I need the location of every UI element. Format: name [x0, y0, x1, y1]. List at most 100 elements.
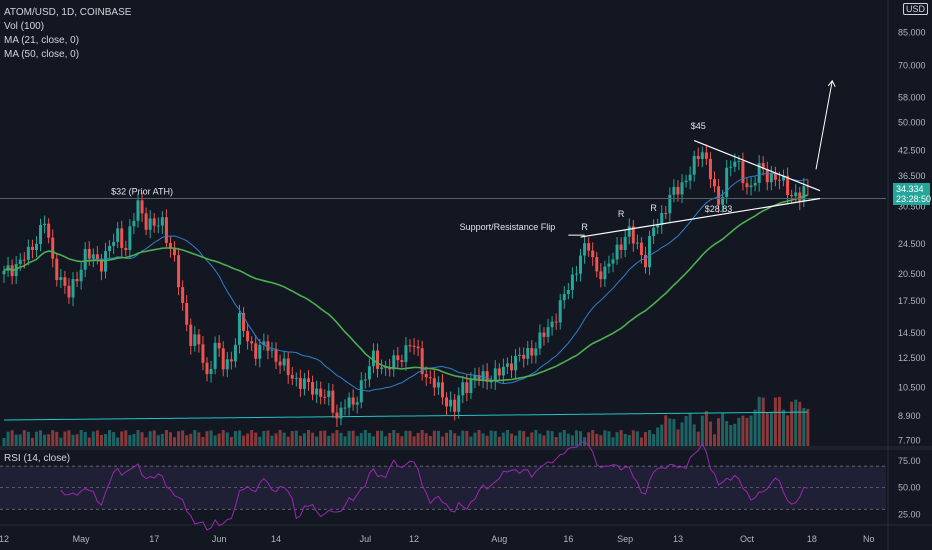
volume-legend[interactable]: Vol (100): [4, 21, 45, 32]
candle-body: [643, 255, 647, 268]
candle-body: [745, 183, 749, 188]
volume-bar: [120, 431, 124, 446]
time-axis-tick: Oct: [740, 534, 755, 544]
candle-body: [294, 377, 298, 379]
candle-body: [355, 402, 359, 405]
symbol-title[interactable]: ATOM/USD, 1D, COINBASE: [4, 7, 132, 18]
candle-body: [22, 259, 26, 261]
candle-body: [704, 152, 708, 159]
volume-bar: [189, 433, 193, 446]
candle-body: [522, 354, 526, 359]
candle-body: [384, 367, 388, 369]
candle-body: [2, 270, 6, 275]
volume-bar: [733, 423, 737, 446]
volume-bar: [717, 418, 721, 446]
rsi-legend[interactable]: RSI (14, close): [4, 453, 71, 464]
candle-body: [558, 300, 562, 323]
candle-body: [773, 173, 777, 180]
volume-bar: [404, 430, 408, 446]
candle-body: [148, 218, 152, 230]
candle-body: [278, 361, 282, 366]
candle-body: [538, 332, 542, 349]
volume-bar: [124, 430, 128, 446]
candle-body: [140, 200, 144, 214]
candle-body: [652, 227, 656, 237]
candle-body: [396, 355, 400, 361]
volume-bar: [335, 430, 339, 446]
candle-body: [737, 160, 741, 162]
volume-bar: [181, 430, 185, 446]
candle-body: [583, 243, 587, 256]
candle-body: [769, 173, 773, 183]
candle-body: [672, 186, 676, 195]
candle-body: [445, 397, 449, 407]
price-axis-tick: 17.500: [898, 296, 926, 306]
volume-bar: [384, 436, 388, 446]
candle-body: [416, 346, 420, 349]
volume-bar: [148, 431, 152, 446]
volume-bar: [469, 436, 473, 446]
candle-body: [246, 331, 250, 342]
candle-body: [30, 246, 34, 250]
volume-bar: [95, 430, 99, 446]
volume-bar: [501, 432, 505, 446]
candle-body: [221, 348, 225, 370]
volume-bar: [34, 431, 38, 446]
volume-bar: [652, 434, 656, 446]
candle-body: [457, 395, 461, 412]
volume-bar: [737, 417, 741, 446]
volume-bar: [587, 432, 591, 446]
candle-body: [339, 407, 343, 419]
volume-bar: [343, 436, 347, 446]
volume-bar: [692, 424, 696, 446]
candle-body: [688, 174, 692, 181]
volume-bar: [777, 396, 781, 446]
volume-bar: [457, 435, 461, 446]
candle-body: [786, 175, 790, 196]
candle-body: [664, 212, 668, 214]
candle-body: [47, 223, 51, 238]
volume-bar: [315, 436, 319, 446]
currency-badge[interactable]: USD: [902, 3, 928, 15]
candle-body: [311, 382, 315, 395]
volume-bar: [347, 430, 351, 446]
volume-bar: [87, 437, 91, 446]
candle-body: [412, 345, 416, 347]
ma21-line: [3, 172, 808, 392]
ma50-legend[interactable]: MA (50, close, 0): [4, 49, 80, 60]
volume-bar: [481, 433, 485, 446]
candle-body: [794, 192, 798, 197]
volume-bar: [156, 435, 160, 446]
volume-ma-line: [3, 411, 808, 421]
candle-body: [156, 225, 160, 227]
candle-body: [55, 258, 59, 281]
candle-body: [562, 293, 566, 301]
candle-body: [51, 237, 55, 259]
candle-body: [469, 379, 473, 393]
candle-body: [802, 186, 806, 202]
candle-body: [39, 225, 43, 244]
volume-bar: [99, 434, 103, 446]
volume-bar: [392, 430, 396, 446]
volume-bar: [18, 434, 22, 446]
candle-body: [656, 225, 660, 228]
volume-bar: [408, 430, 412, 446]
candle-body: [761, 163, 765, 170]
price-axis-tick: 30.500: [898, 202, 926, 212]
volume-bar: [270, 435, 274, 446]
volume-bar: [282, 432, 286, 446]
candle-body: [18, 259, 22, 265]
candle-body: [790, 195, 794, 197]
volume-bar: [420, 430, 424, 446]
volume-bar: [63, 431, 67, 446]
candle-body: [631, 226, 635, 244]
annotation-label: R: [618, 209, 625, 219]
ma21-legend[interactable]: MA (21, close, 0): [4, 35, 80, 46]
volume-bar: [290, 430, 294, 446]
candle-body: [205, 362, 209, 375]
candle-body: [713, 179, 716, 187]
volume-bar: [526, 436, 530, 446]
candle-body: [315, 388, 319, 395]
volume-bar: [542, 435, 546, 446]
